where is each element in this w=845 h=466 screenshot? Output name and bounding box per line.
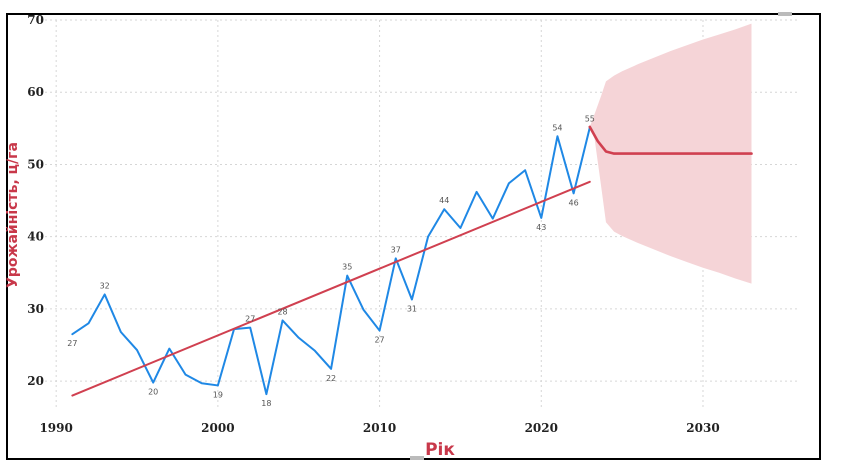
actual-line [71,126,591,396]
data-label: 35 [342,263,352,272]
data-label: 19 [213,390,223,399]
y-tick-label: 40 [27,230,44,244]
data-label: 54 [552,123,562,132]
data-labels: 27 32 20 19 27 18 28 22 35 27 37 31 44 43 54 46 55 [67,115,595,409]
visual-header-handle[interactable] [778,12,792,16]
resize-handle[interactable] [410,456,424,460]
forecast-line [588,125,753,155]
y-tick-label: 70 [27,13,44,27]
data-label: 43 [536,223,546,232]
x-tick-label: 2030 [686,421,719,435]
y-tick-label: 20 [27,374,44,388]
data-label: 44 [439,196,449,205]
x-tick-label: 2000 [201,421,234,435]
y-tick-label: 60 [27,85,44,99]
data-label: 32 [100,281,110,290]
x-axis-title: Рік [425,440,455,460]
y-tick-label: 30 [27,302,44,316]
data-label: 46 [569,198,579,207]
x-tick-label: 1990 [39,421,72,435]
y-axis-title: Урожайність, ц/га [5,142,21,288]
trend-line [71,180,591,397]
data-label: 55 [585,115,595,124]
data-label: 22 [326,374,336,383]
y-tick-label: 50 [27,157,44,171]
data-label: 27 [245,315,255,324]
data-label: 20 [148,388,158,397]
data-label: 28 [277,307,287,316]
data-label: 18 [261,399,271,408]
data-label: 37 [391,245,401,254]
x-tick-label: 2020 [525,421,558,435]
x-axis: 1990 2000 2010 2020 2030 [39,421,719,435]
y-axis: 20 30 40 50 60 70 [27,13,44,388]
data-label: 27 [67,339,77,348]
x-tick-label: 2010 [363,421,396,435]
data-label: 27 [374,336,384,345]
series-lines [71,125,753,397]
data-label: 31 [407,305,417,314]
